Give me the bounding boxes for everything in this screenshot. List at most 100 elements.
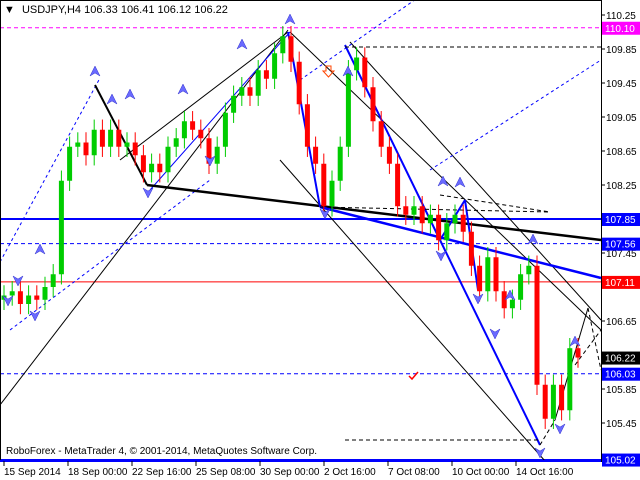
candle-body bbox=[337, 146, 343, 181]
trend-line bbox=[439, 239, 541, 446]
price-badge bbox=[602, 367, 640, 381]
y-tick-label: 106.65 bbox=[606, 317, 637, 328]
trend-line bbox=[439, 194, 551, 213]
candle-body bbox=[378, 121, 384, 147]
fractal-down-icon bbox=[554, 423, 566, 435]
candle-body bbox=[42, 287, 48, 300]
fractal-up-icon bbox=[454, 176, 466, 188]
x-tick-label: 22 Sep 16:00 bbox=[132, 467, 192, 478]
triangle-down-icon[interactable]: ▼ bbox=[4, 4, 15, 16]
y-tick-label: 109.45 bbox=[606, 79, 637, 90]
candle-body bbox=[477, 265, 483, 292]
candle-body bbox=[280, 36, 286, 54]
candle-body bbox=[575, 348, 581, 358]
fractal-up-icon bbox=[342, 65, 354, 77]
price-badge bbox=[602, 213, 640, 226]
candle-body bbox=[403, 206, 409, 215]
candle-body bbox=[436, 214, 442, 241]
price-badge-label: 107.85 bbox=[605, 215, 636, 226]
price-badge bbox=[602, 351, 640, 365]
fractal-up-icon bbox=[284, 13, 296, 25]
sell-arrow-icon bbox=[321, 65, 336, 78]
copyright-label: RoboForex - MetaTrader 4, © 2001-2014, M… bbox=[6, 446, 318, 457]
candle-body bbox=[304, 104, 310, 147]
trend-line bbox=[574, 329, 602, 366]
fractal-up-icon bbox=[106, 93, 118, 105]
candle-body bbox=[534, 265, 540, 385]
candle-body bbox=[526, 265, 532, 275]
candle-body bbox=[26, 295, 32, 304]
candle-body bbox=[190, 121, 196, 130]
price-badge bbox=[602, 237, 640, 251]
trend-line bbox=[587, 307, 602, 371]
trend-line bbox=[119, 31, 289, 161]
candle-body bbox=[67, 146, 73, 181]
candle-body bbox=[313, 146, 319, 164]
y-tick-label: 108.25 bbox=[606, 181, 637, 192]
candle-body bbox=[509, 299, 515, 309]
fractal-up-icon bbox=[89, 65, 101, 77]
y-tick-label: 105.45 bbox=[606, 419, 637, 430]
price-badge bbox=[602, 275, 640, 289]
candle-body bbox=[255, 70, 261, 96]
y-tick-label: 105.85 bbox=[606, 385, 637, 396]
candle-body bbox=[263, 70, 269, 79]
candle-body bbox=[34, 295, 40, 300]
candle-body bbox=[395, 163, 401, 207]
checkmark-icon bbox=[408, 371, 419, 381]
x-tick-label: 7 Oct 08:00 bbox=[388, 467, 440, 478]
price-badge-label: 106.22 bbox=[605, 354, 636, 365]
trend-line bbox=[146, 183, 602, 242]
candle-body bbox=[173, 138, 179, 147]
candle-body bbox=[452, 214, 458, 224]
candle-body bbox=[468, 231, 474, 266]
candle-body bbox=[108, 129, 114, 147]
candle-body bbox=[493, 257, 499, 292]
trend-line bbox=[349, 41, 602, 321]
fractal-up-icon bbox=[527, 233, 539, 245]
fractal-down-icon bbox=[472, 293, 484, 305]
trend-line bbox=[9, 179, 211, 331]
trend-line bbox=[149, 31, 291, 191]
y-tick-label: 109.05 bbox=[606, 113, 637, 124]
price-badge bbox=[602, 21, 640, 35]
x-tick-label: 18 Sep 00:00 bbox=[68, 467, 128, 478]
candle-body bbox=[132, 142, 138, 156]
candle-body bbox=[247, 87, 253, 96]
x-tick-label: 30 Sep 00:00 bbox=[260, 467, 320, 478]
price-badge-label: 105.02 bbox=[605, 456, 636, 467]
candle-body bbox=[329, 180, 335, 207]
x-tick-label: 2 Oct 16:00 bbox=[324, 467, 376, 478]
candle-body bbox=[386, 146, 392, 164]
fractal-down-icon bbox=[142, 187, 154, 199]
ohlc-readout: 106.33 106.41 106.12 106.22 bbox=[84, 4, 228, 16]
candle-body bbox=[567, 348, 573, 411]
candle-body bbox=[354, 57, 360, 71]
price-badge-label: 106.03 bbox=[605, 370, 636, 381]
fractal-up-icon bbox=[569, 335, 581, 347]
trend-line bbox=[0, 77, 101, 263]
candle-body bbox=[419, 206, 425, 224]
candle-body bbox=[411, 206, 417, 215]
y-tick-label: 109.85 bbox=[606, 45, 637, 56]
candle-body bbox=[124, 142, 130, 147]
candle-body bbox=[485, 257, 491, 292]
fractal-down-icon bbox=[204, 155, 216, 167]
candle-body bbox=[9, 291, 15, 296]
price-badge-label: 110.10 bbox=[605, 24, 635, 35]
candle-body bbox=[198, 129, 204, 139]
trend-line bbox=[429, 59, 602, 171]
fractal-down-icon bbox=[12, 275, 24, 287]
candle-body bbox=[17, 291, 23, 304]
candle-body bbox=[214, 146, 220, 164]
candle-body bbox=[239, 87, 245, 96]
price-badge bbox=[602, 453, 640, 467]
candle-body bbox=[370, 87, 376, 122]
trend-line bbox=[319, 205, 602, 280]
candle-body bbox=[165, 146, 171, 173]
price-badge-label: 107.56 bbox=[605, 240, 636, 251]
candle-body bbox=[231, 95, 237, 113]
symbol-label: USDJPY,H4 bbox=[21, 4, 82, 16]
